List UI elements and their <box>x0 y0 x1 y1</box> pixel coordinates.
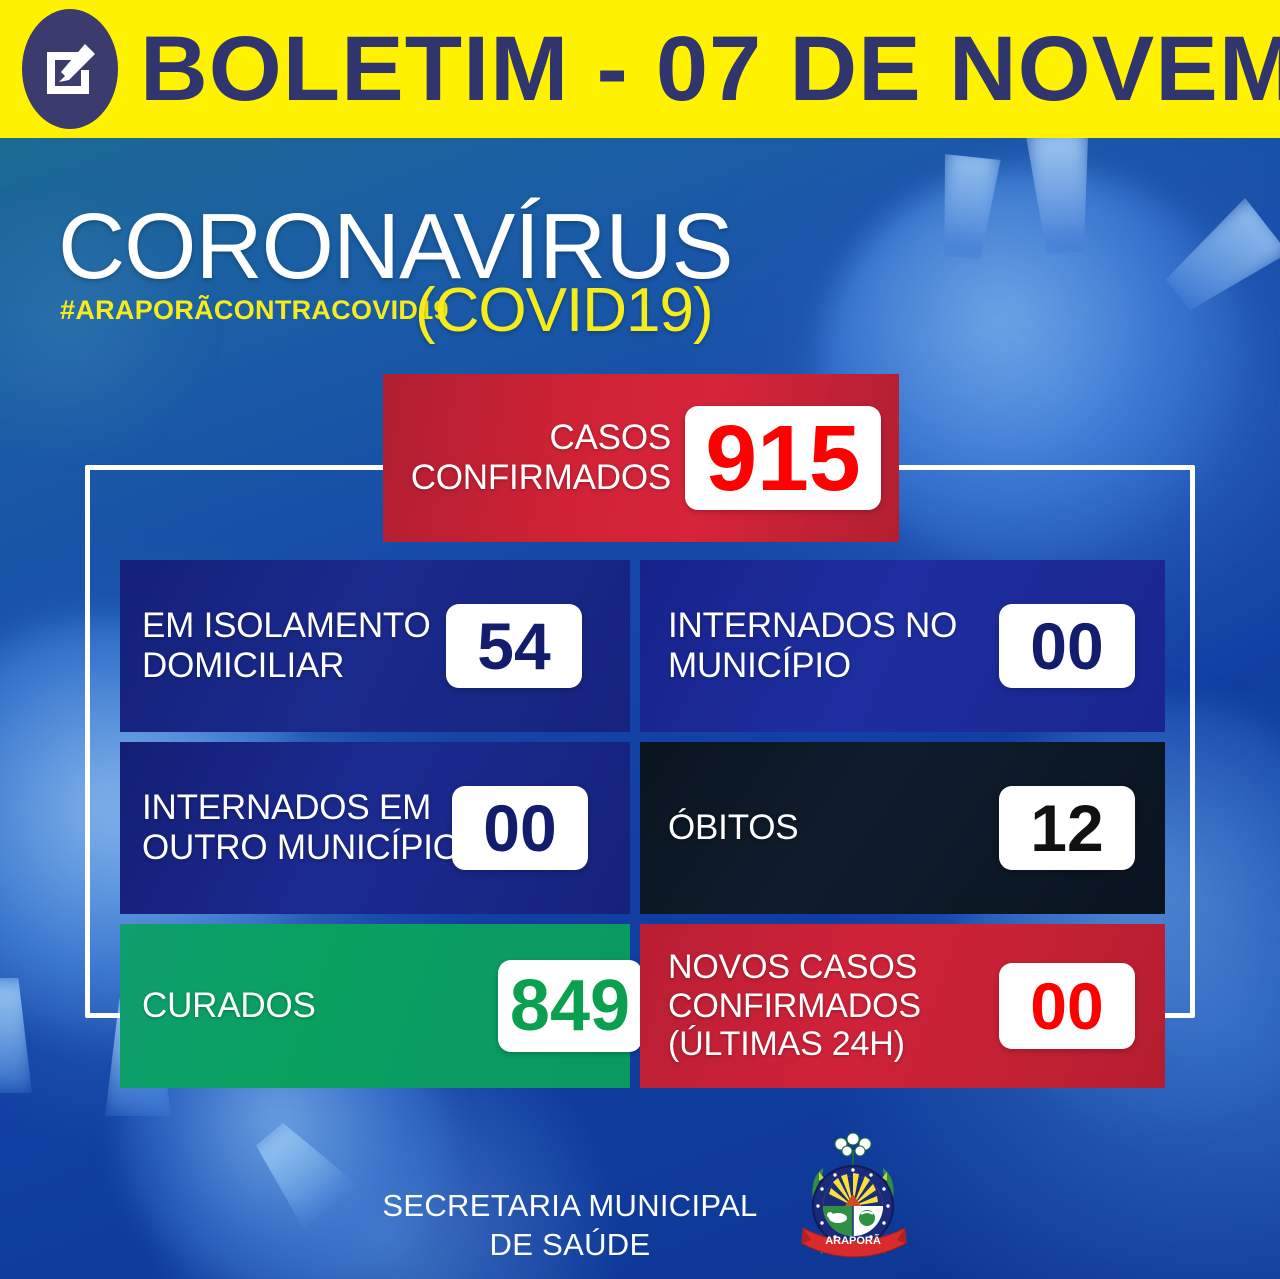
stat-label-recovered: CURADOS <box>142 986 316 1026</box>
stat-label-line1: INTERNADOS NO <box>668 606 958 646</box>
stat-panel-recovered: CURADOS 849 <box>120 924 642 1088</box>
crest-ribbon-text: ARAPORÃ <box>825 1234 881 1247</box>
stat-label-line3: (ÚLTIMAS 24H) <box>668 1025 905 1064</box>
campaign-hashtag: #ARAPORÃCONTRACOVID19 <box>60 295 449 325</box>
stat-label-line2: DOMICILIAR <box>142 646 345 685</box>
stat-label-deaths: ÓBITOS <box>668 808 799 848</box>
stat-label-home-isolation: EM ISOLAMENTO DOMICILIAR <box>142 606 442 686</box>
stat-label-line2: CONFIRMADOS <box>668 986 921 1025</box>
stat-label-hospitalized-other-city: INTERNADOS EM OUTRO MUNICÍPIO <box>142 788 472 868</box>
stat-label-line2: OUTRO MUNICÍPIO <box>142 828 460 867</box>
stat-label-line1: EM ISOLAMENTO <box>142 606 431 646</box>
stat-value-confirmed-cases: 915 <box>685 406 881 510</box>
stat-label-line1: NOVOS CASOS <box>668 947 918 986</box>
stat-value-hospitalized-in-city: 00 <box>999 604 1135 688</box>
stat-value-deaths: 12 <box>999 786 1135 870</box>
footer-line1: SECRETARIA MUNICIPAL <box>382 1188 758 1223</box>
stat-label-line2: CONFIRMADOS <box>410 458 672 497</box>
stat-label-confirmed-cases: CASOS CONFIRMADOS <box>410 418 672 498</box>
covid19-subtitle: (COVID19) <box>415 276 714 345</box>
stat-value-recovered: 849 <box>498 960 642 1052</box>
stat-label-hospitalized-in-city: INTERNADOS NO MUNICÍPIO <box>668 606 988 686</box>
footer-line2: DE SAÚDE <box>489 1227 651 1263</box>
coat-of-arms-icon: ARAPORÃ <box>795 1132 913 1260</box>
coronavirus-heading: CORONAVÍRUS <box>58 194 734 298</box>
virus-particle-top-left <box>0 198 200 448</box>
stat-panel-hospitalized-other-city: INTERNADOS EM OUTRO MUNICÍPIO 00 <box>120 742 630 914</box>
stat-label-line2: MUNICÍPIO <box>668 646 851 685</box>
page-title: BOLETIM - 07 DE NOVEMBRO <box>140 18 1280 120</box>
stat-label-new-cases-24h: NOVOS CASOS CONFIRMADOS (ÚLTIMAS 24H) <box>668 948 1008 1064</box>
stat-panel-hospitalized-in-city: INTERNADOS NO MUNICÍPIO 00 <box>640 560 1165 732</box>
stat-value-hospitalized-other-city: 00 <box>452 786 588 870</box>
stat-value-new-cases-24h: 00 <box>999 963 1135 1049</box>
stat-panel-deaths: ÓBITOS 12 <box>640 742 1165 914</box>
stat-value-home-isolation: 54 <box>446 604 582 688</box>
footer-organization: SECRETARIA MUNICIPAL DE SAÚDE <box>0 1186 1140 1264</box>
stat-label-line1: INTERNADOS EM <box>142 788 432 828</box>
stat-panel-new-cases-24h: NOVOS CASOS CONFIRMADOS (ÚLTIMAS 24H) 00 <box>640 924 1165 1088</box>
edit-document-icon <box>22 9 118 129</box>
header-banner: BOLETIM - 07 DE NOVEMBRO <box>0 0 1280 138</box>
stat-panel-home-isolation: EM ISOLAMENTO DOMICILIAR 54 <box>120 560 630 732</box>
stat-label-line1: CASOS <box>549 418 671 458</box>
stat-panel-confirmed-cases: CASOS CONFIRMADOS 915 <box>383 374 899 542</box>
